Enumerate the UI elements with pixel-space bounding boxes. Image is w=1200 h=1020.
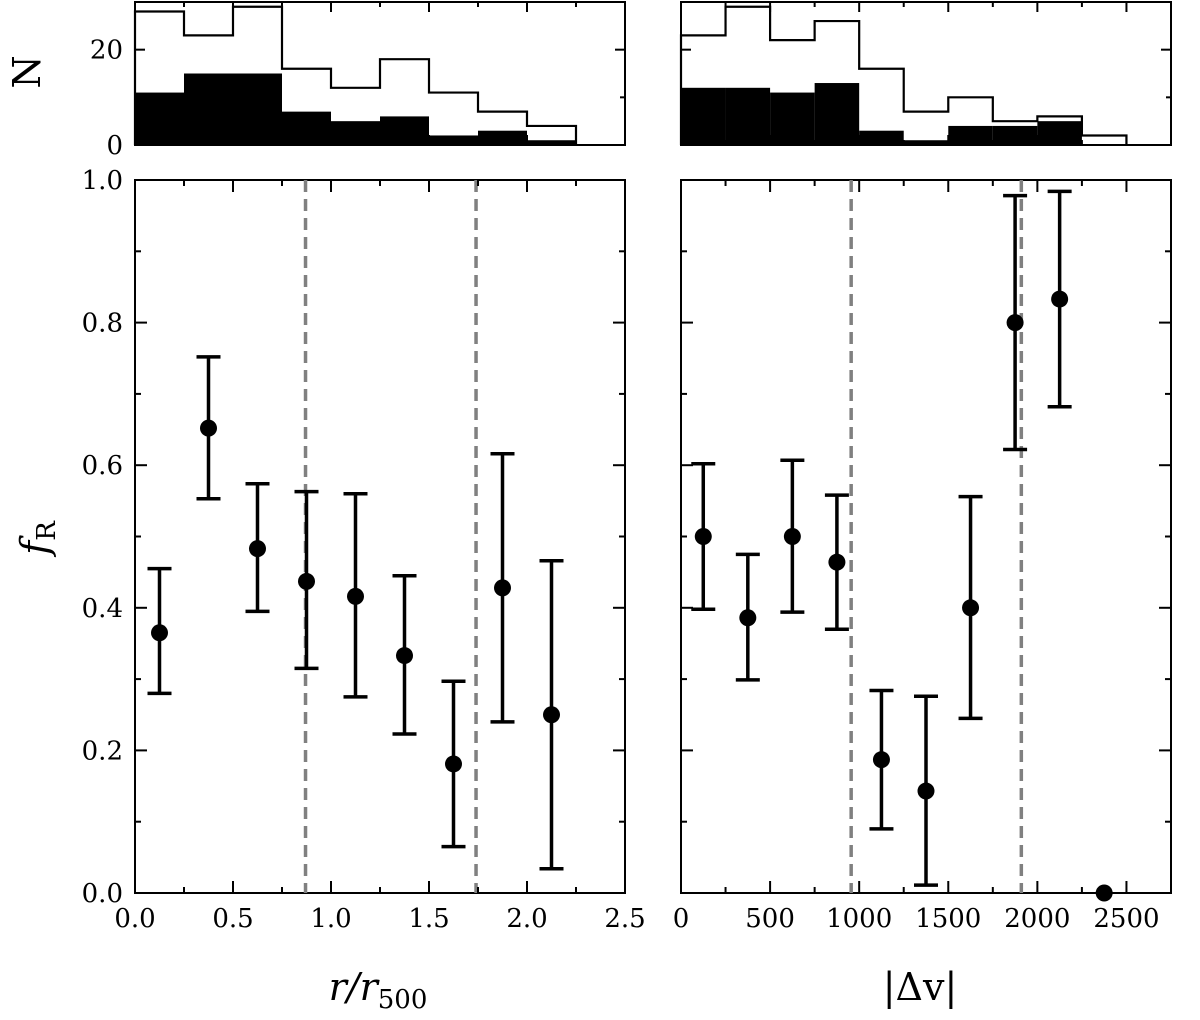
bottom-right-scatter-panel: 0 500 1000 1500 2000 2500: [673, 179, 1172, 934]
bottom-right-data-point: [739, 609, 757, 627]
bottom-right-data-point: [1051, 290, 1069, 308]
bottom-right-x-tick-label: 2500: [1093, 904, 1159, 934]
top-right-hist-filled-bar: [770, 92, 815, 145]
bottom-right-data-point: [917, 782, 935, 800]
top-right-hist-filled-bar: [948, 125, 993, 145]
top-left-y-tick-label: 20: [90, 36, 123, 66]
bottom-left-data-point: [347, 587, 364, 605]
bottom-right-data-point: [694, 528, 712, 545]
bottom-left-y-tick-label: 0.0: [82, 879, 123, 909]
bottom-right-data-point: [1006, 314, 1024, 332]
top-left-hist-filled-bar: [233, 73, 282, 145]
bottom-left-y-tick-label: 1.0: [82, 166, 123, 196]
top-left-hist-filled-bar: [184, 73, 233, 145]
top-left-hist-outline-histogram: [133, 5, 578, 145]
top-left-hist-filled-bar: [429, 135, 478, 145]
top-left-histogram-panel: 0 20: [90, 1, 626, 161]
bottom-left-x-tick-label: 0.5: [212, 904, 253, 934]
bottom-left-data-point: [200, 419, 217, 437]
bottom-left-y-tick-label: 0.2: [82, 736, 123, 766]
top-right-hist-outline-histogram: [679, 5, 1128, 145]
top-left-hist-filled-bar: [478, 130, 527, 145]
bottom-right-x-tick-label: 1000: [826, 904, 892, 934]
top-left-hist-filled-bar: [282, 111, 331, 145]
top-left-y-axis-label: N: [5, 55, 49, 88]
bottom-left-y-tick-label: 0.8: [82, 309, 123, 339]
bottom-right-x-tick-label: 1500: [915, 904, 981, 934]
top-left-hist-filled-bar: [527, 140, 576, 145]
bottom-right-data-point: [783, 528, 801, 545]
bottom-right-data-point: [828, 553, 846, 571]
top-right-hist-filled-bar: [725, 87, 771, 145]
bottom-left-x-tick-label: 2.5: [604, 904, 645, 934]
top-left-hist-filled-bar: [135, 92, 184, 145]
top-left-hist-filled-bar: [380, 116, 429, 145]
bottom-left-data-point: [298, 572, 315, 590]
bottom-right-data-point: [962, 599, 980, 617]
bottom-left-y-axis-label: fR: [13, 520, 62, 558]
bottom-left-y-tick-label: 0.4: [82, 594, 123, 624]
top-right-hist-filled-bar: [903, 140, 949, 145]
bottom-left-data-point: [543, 706, 560, 724]
bottom-left-data-point: [445, 755, 462, 773]
bottom-left-x-tick-label: 0.0: [114, 904, 155, 934]
bottom-left-data-point: [396, 647, 413, 665]
bottom-left-x-tick-label: 1.0: [310, 904, 351, 934]
bottom-left-data-point: [151, 624, 168, 642]
bottom-left-x-tick-label: 1.5: [408, 904, 449, 934]
bottom-right-x-tick-label: 2000: [1004, 904, 1070, 934]
bottom-right-x-tick-label: 0: [673, 904, 690, 934]
top-right-hist-filled-bar: [814, 83, 860, 145]
top-right-hist-filled-bar: [859, 130, 904, 145]
bottom-left-scatter-panel: 0.0 0.5 1.0 1.5 2.0 2.5 0.0 0.2 0.4 0.6 0.8 1.0: [82, 166, 646, 934]
top-right-hist-filled-bar: [1037, 121, 1082, 145]
top-left-y-tick-label: 0: [106, 131, 123, 161]
top-right-hist-frame: [680, 1, 1172, 146]
bottom-right-x-tick-label: 500: [745, 904, 795, 934]
top-right-hist-filled-bar: [681, 87, 726, 145]
bottom-left-y-tick-label: 0.6: [82, 451, 123, 481]
top-right-hist-filled-bar: [992, 125, 1038, 145]
bottom-left-x-tick-label: 2.0: [506, 904, 547, 934]
top-left-hist-filled-bar: [331, 121, 380, 145]
bottom-right-x-axis-label: |Δv|: [883, 965, 958, 1009]
bottom-left-data-point: [494, 579, 511, 597]
bottom-right-data-point: [1095, 884, 1113, 902]
bottom-left-data-point: [249, 540, 266, 558]
bottom-left-x-axis-label: r/r500: [329, 965, 428, 1015]
top-right-histogram-panel: [679, 1, 1172, 146]
bottom-right-data-point: [872, 751, 890, 769]
